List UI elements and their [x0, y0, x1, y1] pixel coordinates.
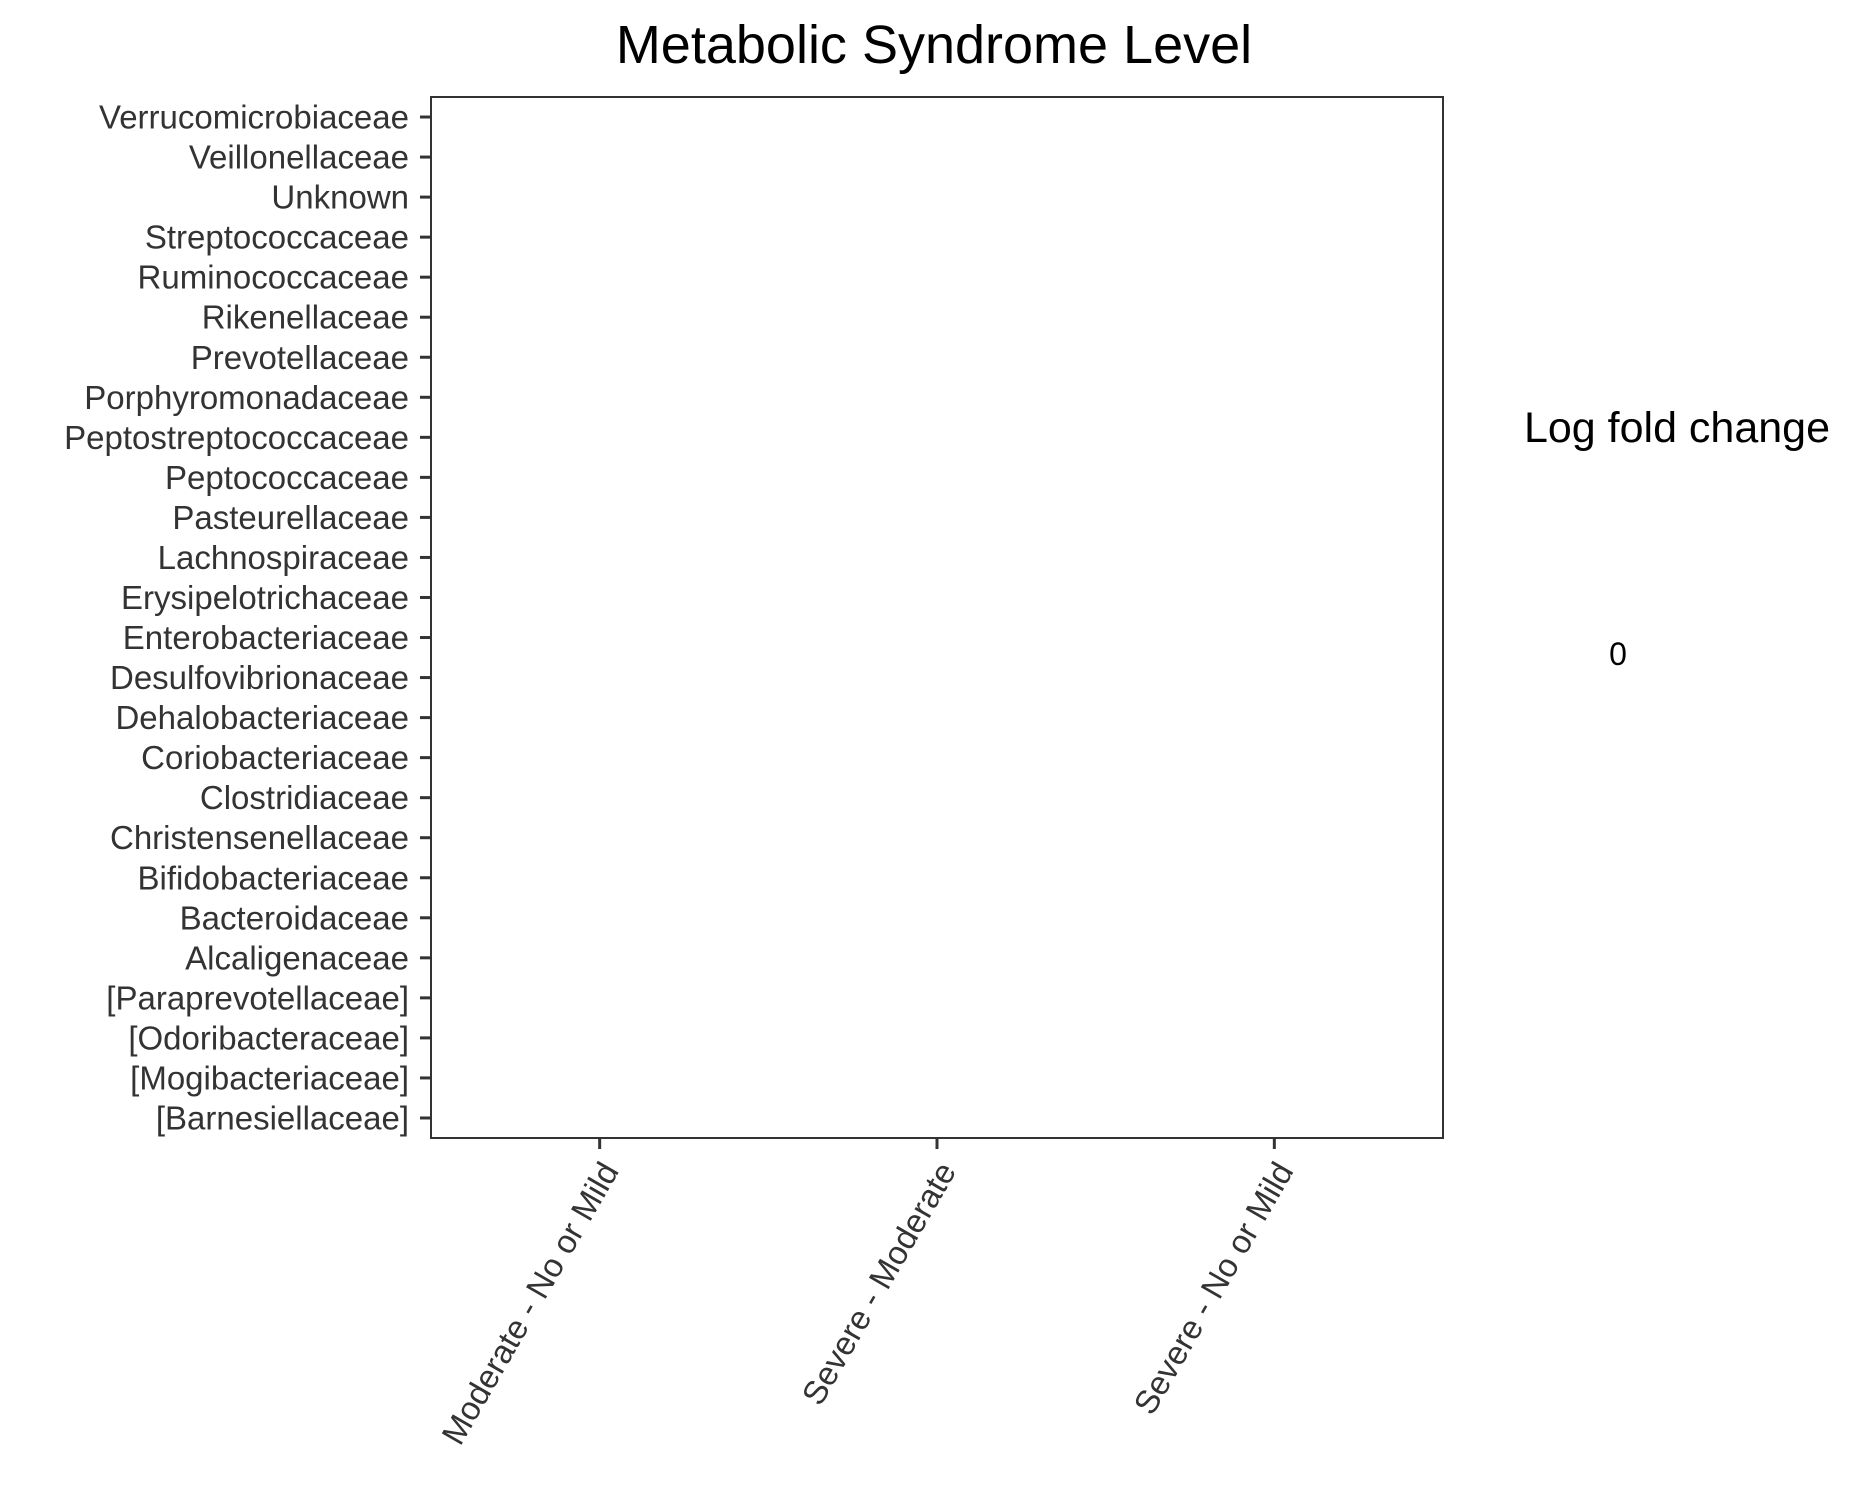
y-tick-label: Alcaligenaceae — [185, 939, 409, 976]
y-tick-label: Porphyromonadaceae — [84, 379, 409, 416]
y-tick-label: Ruminococcaceae — [138, 259, 409, 296]
y-tick-label: Erysipelotrichaceae — [121, 579, 409, 616]
y-tick-label: Peptococcaceae — [165, 459, 409, 496]
y-tick-label: Unknown — [271, 179, 409, 216]
y-tick-label: Coriobacteriaceae — [141, 739, 409, 776]
y-tick-label: Verrucomicrobiaceae — [99, 99, 409, 136]
y-tick-label: [Barnesiellaceae] — [156, 1099, 409, 1136]
y-tick-label: Bacteroidaceae — [180, 899, 409, 936]
legend-label: 0 — [1609, 636, 1627, 672]
plot-panel — [430, 96, 1444, 1139]
y-tick-label: Veillonellaceae — [189, 139, 409, 176]
x-axis: Moderate - No or Mild Severe - Moderate Se… — [434, 1138, 1300, 1451]
y-tick-label: Enterobacteriaceae — [123, 619, 409, 656]
y-tick-label: Peptostreptococcaceae — [64, 419, 409, 456]
y-tick-label: [Mogibacteriaceae] — [130, 1059, 409, 1096]
y-tick-label: Christensenellaceae — [110, 819, 409, 856]
y-tick-label: Rikenellaceae — [202, 299, 409, 336]
y-axis: VerrucomicrobiaceaeVeillonellaceaeUnknow… — [64, 99, 431, 1136]
x-tick-label: Severe - No or Mild — [1126, 1156, 1300, 1421]
y-tick-label: Clostridiaceae — [200, 779, 409, 816]
y-tick-label: Pasteurellaceae — [172, 499, 409, 536]
y-tick-label: Streptococcaceae — [145, 219, 409, 256]
y-tick-label: Bifidobacteriaceae — [137, 859, 409, 896]
y-tick-label: [Odoribacteraceae] — [128, 1019, 409, 1056]
x-tick-label: Severe - Moderate — [794, 1156, 963, 1411]
x-tick-label: Moderate - No or Mild — [434, 1156, 626, 1451]
chart-title: Metabolic Syndrome Level — [616, 15, 1252, 75]
y-tick-label: Lachnospiraceae — [158, 539, 409, 576]
y-tick-label: Prevotellaceae — [191, 339, 409, 376]
legend: Log fold change 0 — [1524, 404, 1830, 672]
y-tick-label: [Paraprevotellaceae] — [106, 979, 409, 1016]
legend-title: Log fold change — [1524, 404, 1830, 452]
y-tick-label: Dehalobacteriaceae — [115, 699, 409, 736]
y-tick-label: Desulfovibrionaceae — [110, 659, 409, 696]
